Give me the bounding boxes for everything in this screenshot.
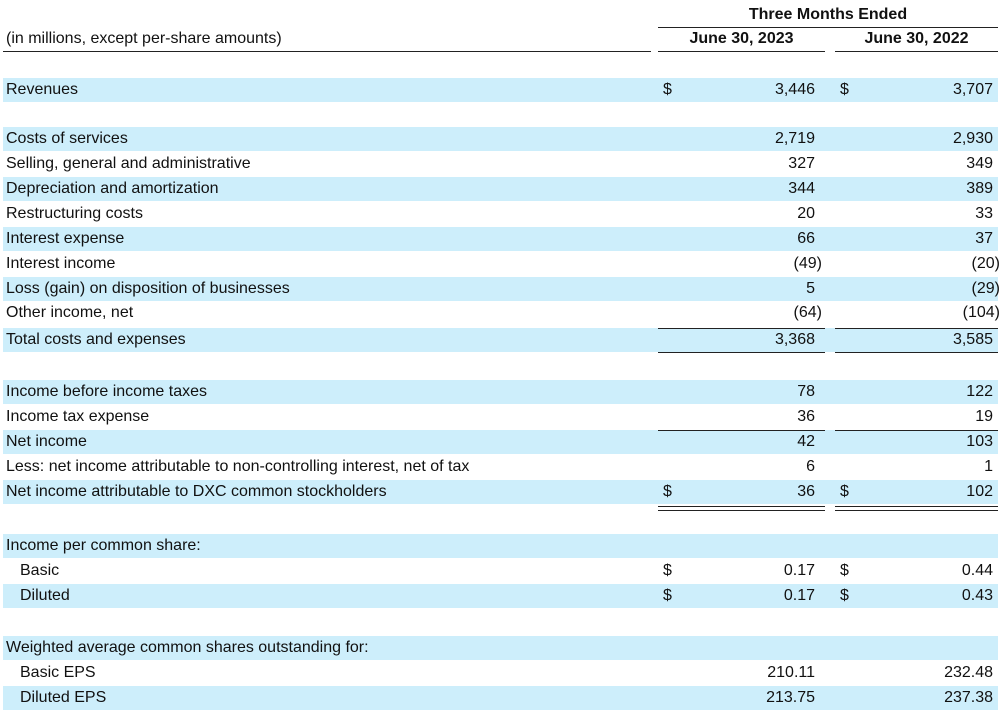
double-rule (835, 510, 998, 511)
cell-value: 327 (788, 155, 815, 172)
cell-value: 3,446 (774, 81, 815, 98)
units-note: (in millions, except per-share amounts) (6, 30, 282, 47)
subtotal-rule (658, 328, 825, 329)
subtotal-rule (658, 430, 825, 431)
row-label: Net income attributable to DXC common st… (6, 483, 387, 500)
cell-value: 36 (797, 408, 815, 425)
header-rule (658, 51, 825, 52)
row-label: Net income (6, 433, 87, 450)
row-label: Diluted EPS (20, 689, 107, 706)
row-band (3, 686, 998, 710)
cell-value: 5 (806, 280, 815, 297)
row-band (3, 534, 998, 558)
cell-value: 36 (797, 483, 815, 500)
row-band (3, 636, 998, 660)
currency-sign: $ (663, 81, 672, 98)
row-band (3, 78, 998, 102)
header-rule (835, 51, 998, 52)
row-label: Costs of services (6, 130, 128, 147)
row-label: Income before income taxes (6, 383, 207, 400)
cell-value: 213.75 (766, 689, 815, 706)
currency-sign: $ (663, 562, 672, 579)
cell-value: 2,719 (774, 130, 815, 147)
cell-value: 122 (966, 383, 993, 400)
currency-sign: $ (663, 587, 672, 604)
cell-value: 33 (975, 205, 993, 222)
cell-value: 20 (797, 205, 815, 222)
header-rule (3, 51, 651, 52)
row-label: Total costs and expenses (6, 331, 186, 348)
currency-sign: $ (840, 483, 849, 500)
row-band (3, 177, 998, 201)
cell-value: 6 (806, 458, 815, 475)
row-band (3, 480, 998, 504)
cell-value: 19 (975, 408, 993, 425)
row-label: Revenues (6, 81, 79, 98)
period-rule (658, 27, 998, 28)
cell-value: 66 (797, 230, 815, 247)
cell-value: 0.44 (961, 562, 993, 579)
cell-value: 0.17 (783, 562, 815, 579)
column-header: June 30, 2023 (689, 30, 794, 47)
cell-value: 3,585 (952, 331, 993, 348)
row-label: Loss (gain) on disposition of businesses (6, 280, 290, 297)
row-band (3, 328, 998, 352)
cell-value: 237.38 (944, 689, 993, 706)
row-band (3, 430, 998, 454)
double-rule (658, 506, 825, 507)
row-label: Basic EPS (20, 664, 96, 681)
row-label: Diluted (20, 587, 70, 604)
cell-value: 78 (797, 383, 815, 400)
cell-value: 210.11 (767, 664, 815, 681)
currency-sign: $ (663, 483, 672, 500)
total-rule (658, 352, 825, 353)
row-band (3, 227, 998, 251)
cell-value: 0.43 (961, 587, 993, 604)
row-band (3, 584, 998, 608)
row-label: Weighted average common shares outstandi… (6, 639, 369, 656)
cell-value: 103 (966, 433, 993, 450)
cell-value: 232.48 (944, 664, 993, 681)
row-band (3, 127, 998, 151)
cell-value: 1 (984, 458, 993, 475)
column-header: June 30, 2022 (864, 30, 969, 47)
cell-value: (64) (793, 304, 822, 321)
currency-sign: $ (840, 562, 849, 579)
row-label: Income tax expense (6, 408, 150, 425)
cell-value: (49) (793, 255, 822, 272)
cell-value: (29) (971, 280, 1000, 297)
cell-value: 42 (797, 433, 815, 450)
cell-value: 0.17 (783, 587, 815, 604)
currency-sign: $ (840, 81, 849, 98)
total-rule (835, 352, 998, 353)
cell-value: 389 (966, 180, 993, 197)
cell-value: 349 (966, 155, 993, 172)
row-band (3, 380, 998, 404)
subtotal-rule (835, 430, 998, 431)
row-label: Basic (20, 562, 60, 579)
cell-value: 2,930 (952, 130, 993, 147)
currency-sign: $ (840, 587, 849, 604)
row-label: Other income, net (6, 304, 134, 321)
row-band (3, 277, 998, 301)
row-label: Selling, general and administrative (6, 155, 251, 172)
cell-value: (104) (962, 304, 1000, 321)
period-header: Three Months Ended (748, 6, 908, 23)
double-rule (658, 510, 825, 511)
cell-value: 3,707 (952, 81, 993, 98)
row-label: Interest income (6, 255, 116, 272)
cell-value: 344 (788, 180, 815, 197)
double-rule (835, 506, 998, 507)
subtotal-rule (835, 328, 998, 329)
row-label: Restructuring costs (6, 205, 143, 222)
row-label: Less: net income attributable to non-con… (6, 458, 470, 475)
cell-value: 37 (975, 230, 993, 247)
cell-value: (20) (971, 255, 1000, 272)
row-label: Interest expense (6, 230, 125, 247)
row-label: Income per common share: (6, 537, 201, 554)
cell-value: 3,368 (774, 331, 815, 348)
cell-value: 102 (966, 483, 993, 500)
row-label: Depreciation and amortization (6, 180, 219, 197)
